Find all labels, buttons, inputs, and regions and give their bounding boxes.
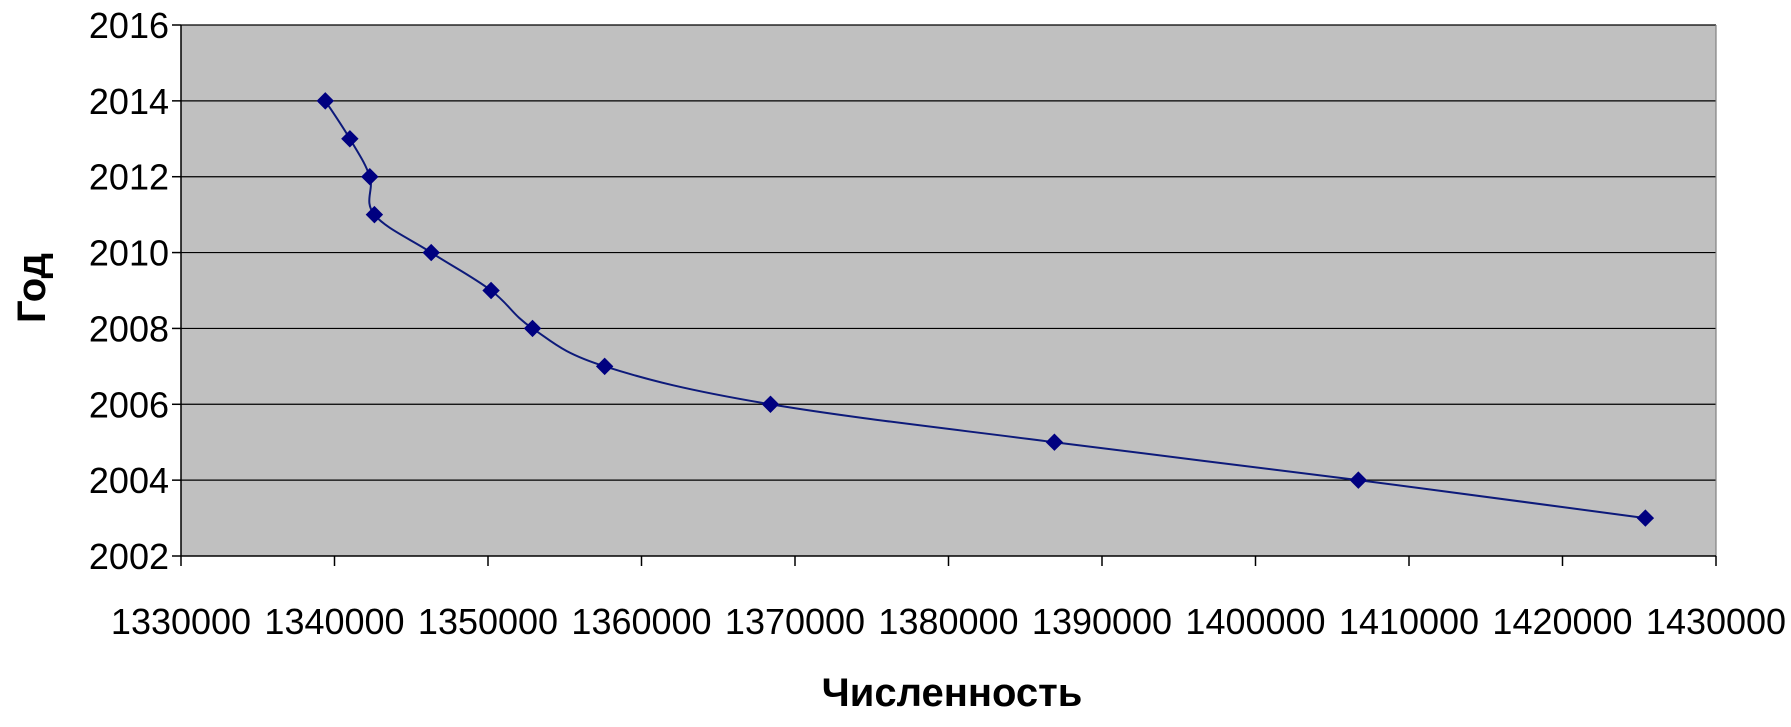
data-point-2004 <box>1349 471 1368 489</box>
x-tick-label-1390000: 1390000 <box>1032 601 1172 642</box>
y-axis-title: Год <box>10 253 54 323</box>
y-tick-label-2012: 2012 <box>89 157 169 198</box>
series <box>316 92 1655 527</box>
x-axis-ticks: 1330000 1340000 1350000 1360000 1370000 13800… <box>111 556 1786 642</box>
plot-area <box>181 25 1716 556</box>
data-point-2011 <box>365 205 384 224</box>
data-point-2009 <box>482 281 500 300</box>
data-point-2013 <box>341 130 359 148</box>
x-axis-title: Численность <box>822 671 1083 715</box>
y-tick-label-2016: 2016 <box>89 5 169 46</box>
data-point-2005 <box>1045 433 1064 451</box>
x-tick-label-1360000: 1360000 <box>571 601 711 642</box>
y-tick-label-2010: 2010 <box>89 233 169 274</box>
y-axis-ticks: 2002 2004 2006 2008 2010 2012 2014 2016 <box>89 5 181 577</box>
x-tick-label-1420000: 1420000 <box>1492 601 1632 642</box>
x-tick-label-1410000: 1410000 <box>1339 601 1479 642</box>
data-point-2006 <box>761 395 780 413</box>
x-tick-label-1330000: 1330000 <box>111 601 251 642</box>
x-tick-label-1400000: 1400000 <box>1185 601 1325 642</box>
y-tick-label-2006: 2006 <box>89 384 169 425</box>
y-tick-label-2014: 2014 <box>89 81 169 122</box>
data-point-2003 <box>1636 509 1655 527</box>
data-point-2012 <box>361 168 379 186</box>
data-point-2014 <box>316 92 334 110</box>
x-tick-label-1380000: 1380000 <box>878 601 1018 642</box>
data-point-2010 <box>422 243 440 262</box>
data-point-2008 <box>523 319 542 338</box>
y-tick-label-2002: 2002 <box>89 536 169 577</box>
data-point-2007 <box>595 357 614 376</box>
y-tick-label-2004: 2004 <box>89 460 169 501</box>
x-tick-label-1370000: 1370000 <box>725 601 865 642</box>
x-tick-label-1430000: 1430000 <box>1646 601 1786 642</box>
x-tick-label-1350000: 1350000 <box>418 601 558 642</box>
x-tick-label-1340000: 1340000 <box>264 601 404 642</box>
y-tick-label-2008: 2008 <box>89 308 169 349</box>
